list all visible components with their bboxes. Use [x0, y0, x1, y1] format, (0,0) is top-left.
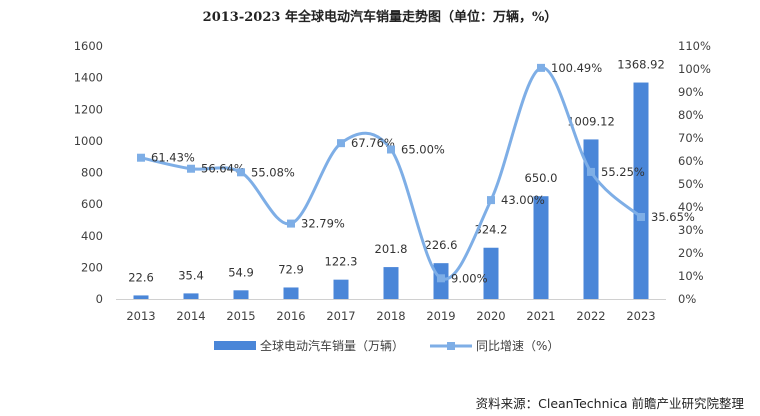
left-tick-label: 800 — [81, 166, 103, 180]
right-tick-label: 100% — [678, 62, 711, 76]
line-series: 61.43% 56.64% 55.08% 32.79% 67.76% 65.00% 9.00… — [137, 61, 695, 285]
right-axis: 0% 10% 20% 30% 40% 50% 60% 70% 80% 90% 100% 110% — [678, 39, 711, 306]
x-tick-label: 2016 — [276, 309, 305, 323]
bar — [633, 82, 649, 300]
right-tick-label: 110% — [678, 39, 711, 53]
right-tick-label: 70% — [678, 131, 704, 145]
right-tick-label: 20% — [678, 246, 704, 260]
line-point — [337, 139, 345, 148]
left-tick-label: 1600 — [74, 39, 103, 53]
bar — [533, 196, 549, 299]
line-point — [237, 168, 245, 177]
x-tick-label: 2023 — [626, 309, 655, 323]
legend-bar-label: 全球电动汽车销量（万辆） — [260, 338, 404, 353]
bar-value-label: 201.8 — [375, 242, 408, 256]
line-point-label: 61.43% — [151, 151, 195, 165]
bar — [183, 293, 199, 299]
x-axis: 2013 2014 2015 2016 2017 2018 2019 2020 2021 2022… — [116, 299, 666, 323]
x-tick-label: 2013 — [126, 309, 155, 323]
bar — [233, 290, 249, 299]
left-tick-label: 400 — [81, 229, 103, 243]
line-point-label: 56.64% — [201, 162, 245, 176]
bar-value-label: 22.6 — [128, 270, 154, 284]
line-point-label: 43.00% — [501, 193, 545, 207]
right-tick-label: 80% — [678, 108, 704, 122]
line-point-label: 32.79% — [301, 217, 345, 231]
left-tick-label: 1000 — [74, 134, 103, 148]
legend-line-marker — [447, 342, 455, 350]
line-point-label: 35.65% — [651, 210, 695, 224]
left-axis: 0 200 400 600 800 1000 1200 1400 1600 — [74, 39, 103, 306]
right-tick-label: 90% — [678, 85, 704, 99]
line-point-label: 67.76% — [351, 136, 395, 150]
left-tick-label: 600 — [81, 197, 103, 211]
bar — [483, 247, 499, 299]
right-tick-label: 60% — [678, 154, 704, 168]
line-point — [387, 145, 395, 154]
x-tick-label: 2014 — [176, 309, 205, 323]
left-tick-label: 200 — [81, 260, 103, 274]
chart-title: 2013-2023 年全球电动汽车销量走势图（单位：万辆，%） — [203, 9, 558, 25]
bar-value-label: 1368.92 — [617, 58, 665, 72]
left-tick-label: 0 — [96, 292, 103, 306]
bar — [283, 287, 299, 299]
line-point — [287, 219, 295, 228]
bar-value-label: 650.0 — [525, 171, 558, 185]
legend-line-label: 同比增速（%） — [476, 339, 559, 353]
left-tick-label: 1400 — [74, 71, 103, 85]
line-point — [537, 63, 545, 72]
bar-value-label: 72.9 — [278, 262, 304, 276]
right-tick-label: 40% — [678, 200, 704, 214]
line-point — [437, 274, 445, 283]
source-note: 资料来源：CleanTechnica 前瞻产业研究院整理 — [476, 396, 745, 411]
right-tick-label: 50% — [678, 177, 704, 191]
legend-bar-swatch — [214, 341, 256, 350]
right-tick-label: 0% — [678, 292, 696, 306]
line-point — [587, 167, 595, 176]
x-tick-label: 2017 — [326, 309, 355, 323]
x-tick-label: 2018 — [376, 309, 405, 323]
line-point — [137, 153, 145, 162]
bar — [133, 295, 149, 299]
line-point — [637, 213, 645, 222]
left-tick-label: 1200 — [74, 102, 103, 116]
x-tick-label: 2021 — [526, 309, 555, 323]
bar — [333, 279, 349, 299]
bar-value-label: 54.9 — [228, 265, 254, 279]
right-tick-label: 10% — [678, 269, 704, 283]
legend: 全球电动汽车销量（万辆） 同比增速（%） — [214, 338, 559, 353]
line-point — [187, 164, 195, 173]
bar-value-label: 324.2 — [475, 223, 508, 237]
right-tick-label: 30% — [678, 223, 704, 237]
bar-value-label: 1009.12 — [567, 114, 615, 128]
x-tick-label: 2020 — [476, 309, 505, 323]
line-point-label: 100.49% — [551, 61, 602, 75]
x-tick-label: 2022 — [576, 309, 605, 323]
x-tick-label: 2019 — [426, 309, 455, 323]
line-point-label: 55.08% — [251, 165, 295, 179]
bar-value-label: 35.4 — [178, 268, 204, 282]
bar-value-label: 226.6 — [425, 238, 458, 252]
line-point-label: 55.25% — [601, 165, 645, 179]
bar-series: 22.6 35.4 54.9 72.9 122.3 201.8 226.6 324.2 650.… — [128, 58, 665, 300]
bar — [383, 267, 399, 299]
line-point-label: 65.00% — [401, 143, 445, 157]
x-tick-label: 2015 — [226, 309, 255, 323]
line-point-label: 9.00% — [451, 271, 488, 285]
line-point — [487, 196, 495, 205]
bar-value-label: 122.3 — [325, 255, 358, 269]
